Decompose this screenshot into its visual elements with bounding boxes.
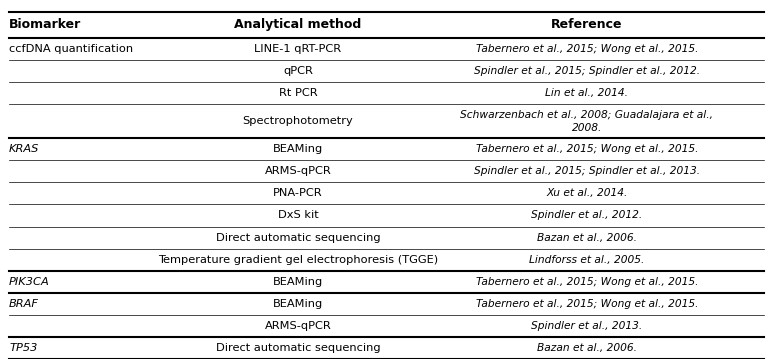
Text: Biomarker: Biomarker xyxy=(9,18,81,31)
Text: Spindler et al., 2015; Spindler et al., 2013.: Spindler et al., 2015; Spindler et al., … xyxy=(474,166,700,176)
Text: TP53: TP53 xyxy=(9,343,37,353)
Text: Schwarzenbach et al., 2008; Guadalajara et al.,: Schwarzenbach et al., 2008; Guadalajara … xyxy=(460,109,713,120)
Text: BEAMing: BEAMing xyxy=(273,144,323,154)
Text: Lin et al., 2014.: Lin et al., 2014. xyxy=(545,88,628,98)
Text: Tabernero et al., 2015; Wong et al., 2015.: Tabernero et al., 2015; Wong et al., 201… xyxy=(475,299,698,309)
Text: Bazan et al., 2006.: Bazan et al., 2006. xyxy=(536,343,637,353)
Text: Direct automatic sequencing: Direct automatic sequencing xyxy=(216,343,380,353)
Text: Lindforss et al., 2005.: Lindforss et al., 2005. xyxy=(529,255,645,265)
Text: LINE-1 qRT-PCR: LINE-1 qRT-PCR xyxy=(254,44,342,54)
Text: ARMS-qPCR: ARMS-qPCR xyxy=(264,321,332,331)
Text: PNA-PCR: PNA-PCR xyxy=(273,188,323,199)
Text: Spindler et al., 2015; Spindler et al., 2012.: Spindler et al., 2015; Spindler et al., … xyxy=(474,66,700,76)
Text: Analytical method: Analytical method xyxy=(234,18,362,31)
Text: Temperature gradient gel electrophoresis (TGGE): Temperature gradient gel electrophoresis… xyxy=(158,255,438,265)
Text: KRAS: KRAS xyxy=(9,144,39,154)
Text: DxS kit: DxS kit xyxy=(278,210,318,220)
Text: BEAMing: BEAMing xyxy=(273,299,323,309)
Text: BRAF: BRAF xyxy=(9,299,39,309)
Text: BEAMing: BEAMing xyxy=(273,277,323,287)
Text: ARMS-qPCR: ARMS-qPCR xyxy=(264,166,332,176)
Text: ccfDNA quantification: ccfDNA quantification xyxy=(9,44,133,54)
Text: 2008.: 2008. xyxy=(571,123,602,133)
Text: Tabernero et al., 2015; Wong et al., 2015.: Tabernero et al., 2015; Wong et al., 201… xyxy=(475,144,698,154)
Text: Bazan et al., 2006.: Bazan et al., 2006. xyxy=(536,233,637,243)
Text: PIK3CA: PIK3CA xyxy=(9,277,49,287)
Text: Tabernero et al., 2015; Wong et al., 2015.: Tabernero et al., 2015; Wong et al., 201… xyxy=(475,44,698,54)
Text: Spindler et al., 2013.: Spindler et al., 2013. xyxy=(531,321,642,331)
Text: Reference: Reference xyxy=(551,18,622,31)
Text: qPCR: qPCR xyxy=(283,66,313,76)
Text: Spindler et al., 2012.: Spindler et al., 2012. xyxy=(531,210,642,220)
Text: Spectrophotometry: Spectrophotometry xyxy=(243,116,353,126)
Text: Direct automatic sequencing: Direct automatic sequencing xyxy=(216,233,380,243)
Text: Xu et al., 2014.: Xu et al., 2014. xyxy=(546,188,628,199)
Text: Rt PCR: Rt PCR xyxy=(278,88,317,98)
Text: Tabernero et al., 2015; Wong et al., 2015.: Tabernero et al., 2015; Wong et al., 201… xyxy=(475,277,698,287)
